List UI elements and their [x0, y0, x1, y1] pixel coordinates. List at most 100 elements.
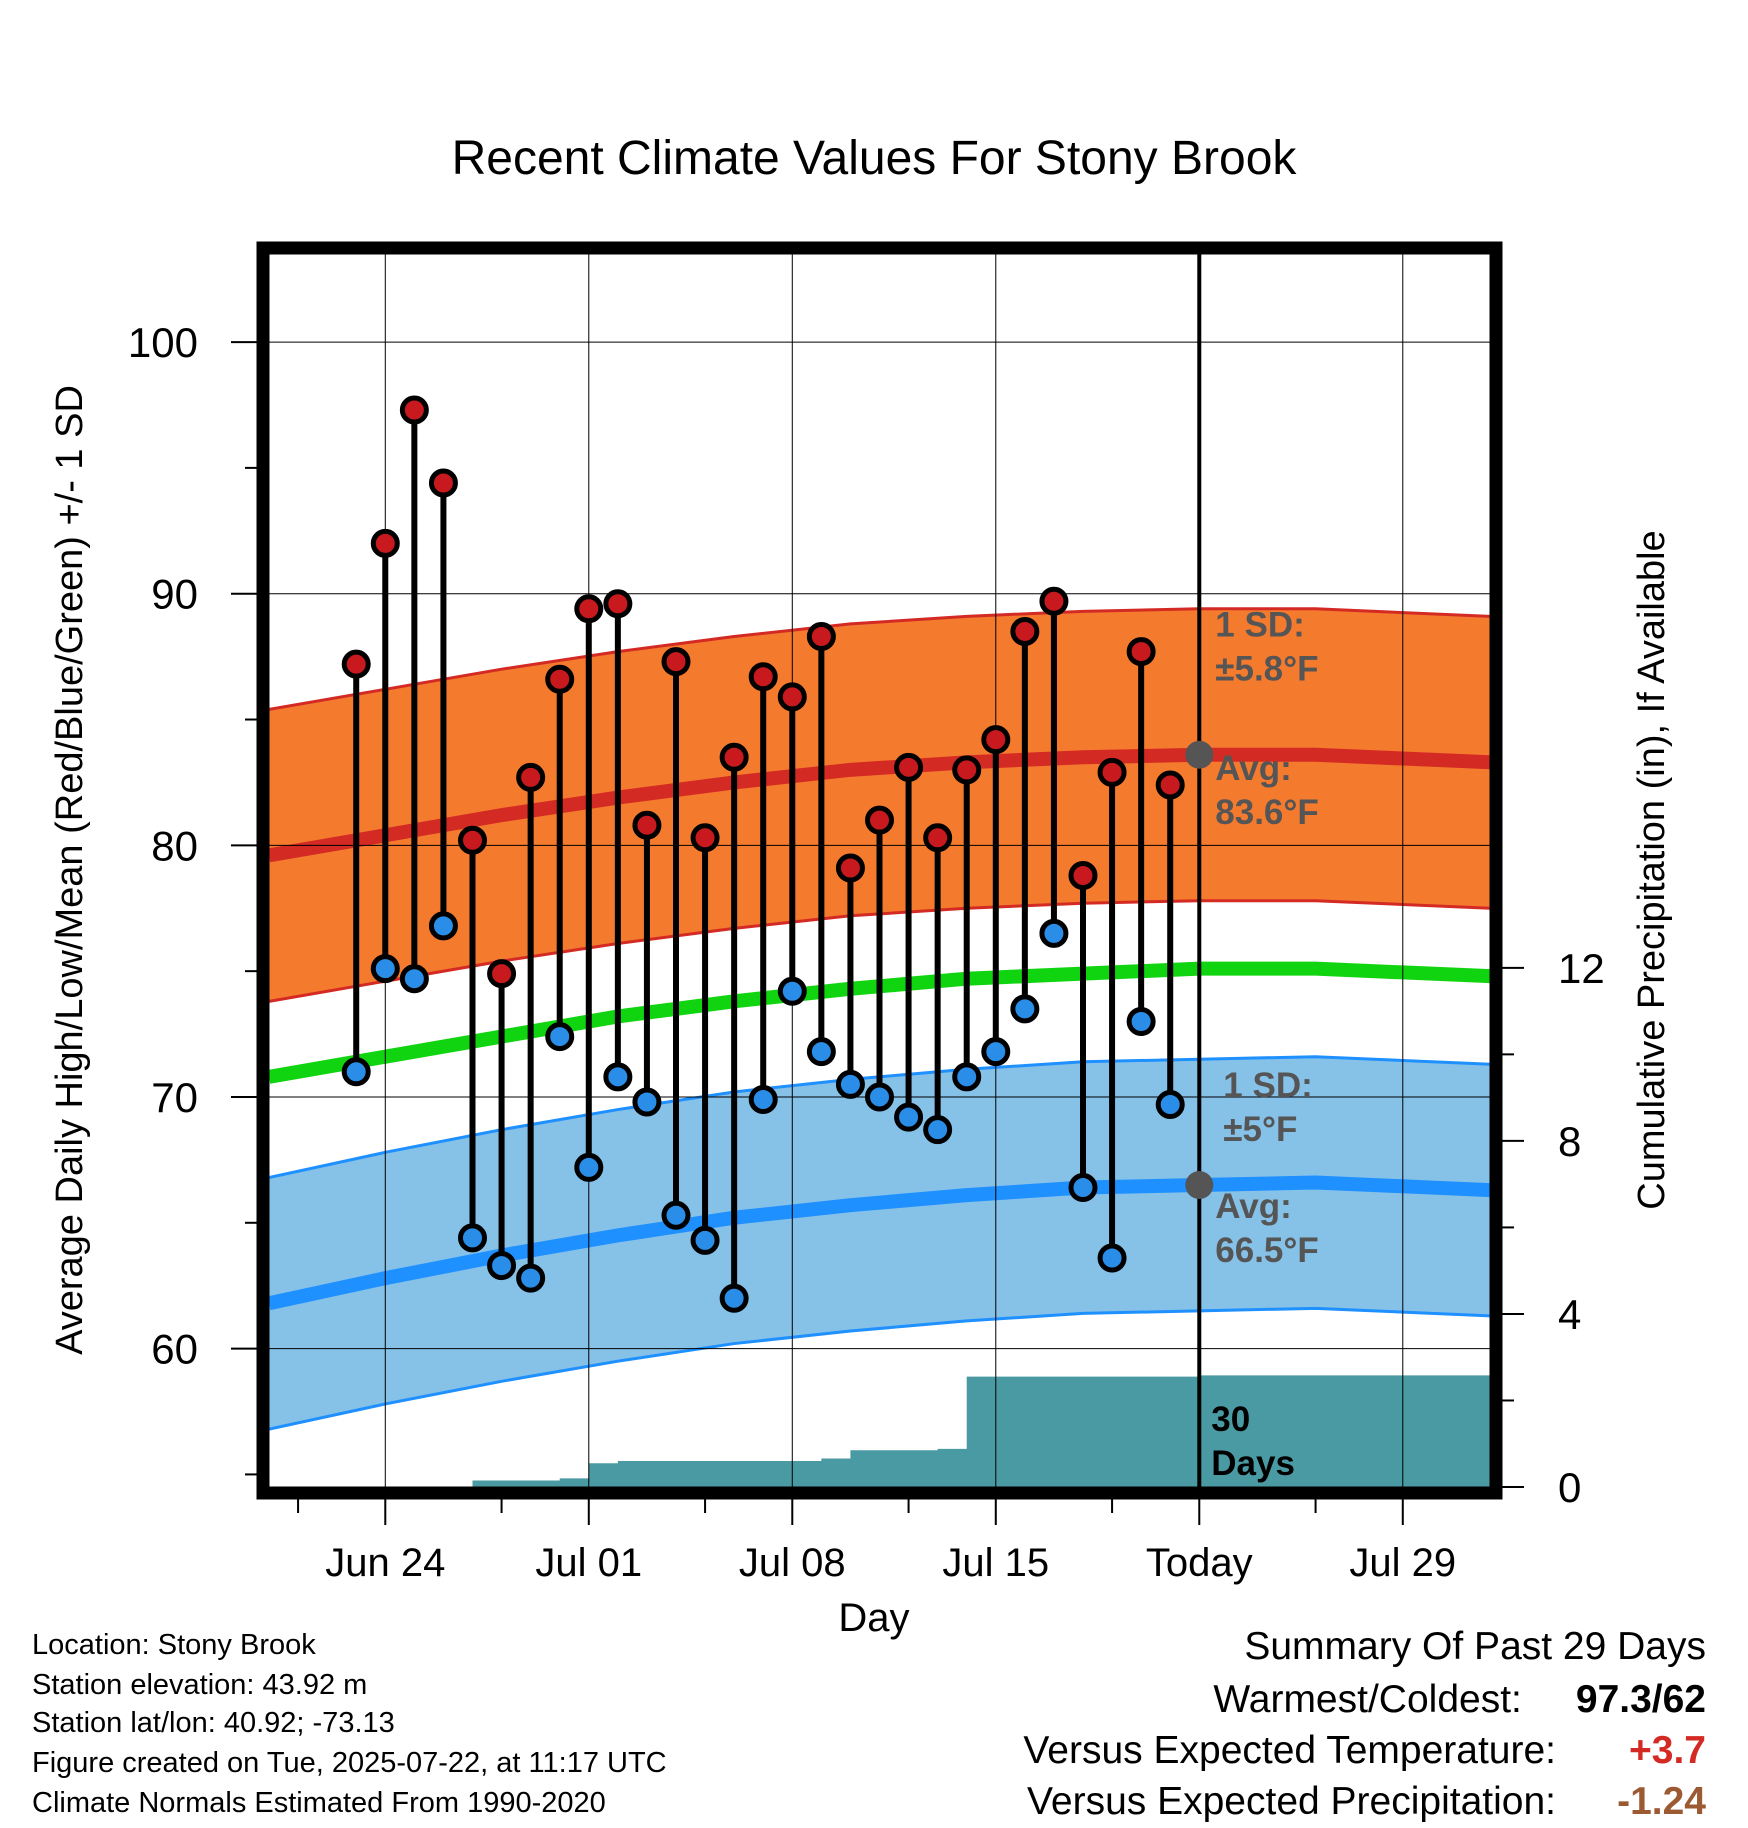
daily-low-point [458, 1223, 487, 1253]
daily-low-point [981, 1037, 1011, 1067]
daily-low-point [894, 1102, 924, 1132]
x-tick-label: Today [1146, 1541, 1253, 1585]
daily-high-point [894, 752, 924, 782]
footer-location: Location: Stony Brook [32, 1629, 316, 1661]
daily-low-point [1126, 1006, 1156, 1036]
daily-high-point [1126, 637, 1156, 667]
coldest-value: /62 [1651, 1678, 1706, 1721]
daily-low-point [719, 1283, 749, 1313]
y2-tick-label: 12 [1558, 945, 1605, 992]
daily-high-point [748, 662, 778, 692]
daily-high-point [545, 664, 575, 694]
daily-low-point [574, 1152, 604, 1182]
daily-low-point [661, 1200, 691, 1230]
chart-title: Recent Climate Values For Stony Brook [452, 132, 1298, 185]
y-tick-label: 70 [151, 1074, 198, 1121]
precip-anomaly-value: -1.24 [1617, 1780, 1706, 1823]
x-tick-label: Jun 24 [325, 1541, 445, 1585]
x-axis-title: Day [838, 1596, 909, 1640]
x-tick-label: Jul 15 [942, 1541, 1049, 1585]
daily-low-point [428, 911, 458, 941]
today-normal-low-marker [1185, 1171, 1214, 1200]
summary-warmest-coldest: Warmest/Coldest: 97.3/62 [1213, 1680, 1706, 1719]
daily-high-point [574, 594, 604, 624]
daily-high-point [458, 825, 487, 855]
daily-low-point [777, 976, 807, 1006]
y2-tick-label: 8 [1558, 1118, 1581, 1165]
y2-tick-label: 4 [1558, 1291, 1581, 1338]
daily-low-point [487, 1251, 517, 1281]
daily-low-point [1068, 1173, 1098, 1203]
high-sd-band-upper-edge [269, 607, 1490, 711]
daily-low-point [748, 1084, 778, 1114]
daily-low-point [923, 1115, 953, 1145]
y-tick-label: 100 [128, 319, 198, 366]
normal-low-line [269, 1175, 1490, 1311]
temp-anomaly-label: Versus Expected Temperature: [1023, 1729, 1556, 1772]
daily-low-point [341, 1057, 371, 1087]
footer-created: Figure created on Tue, 2025-07-22, at 11… [32, 1747, 667, 1779]
footer-latlon: Station lat/lon: 40.92; -73.13 [32, 1707, 395, 1739]
warmest-value: 97.3 [1575, 1678, 1652, 1721]
high-sd-band [269, 608, 1490, 1002]
y-tick-label: 80 [151, 822, 198, 869]
plot-area [269, 254, 1490, 1487]
daily-high-point [865, 805, 894, 835]
warmest-coldest-label: Warmest/Coldest: [1213, 1678, 1522, 1721]
daily-high-point [923, 823, 953, 853]
high-avg-annotation: Avg: 83.6°F [1215, 749, 1319, 832]
daily-low-point [1039, 918, 1069, 948]
daily-high-point [1010, 616, 1040, 646]
period-label: 30 Days [1211, 1400, 1295, 1483]
y-axis-title: Average Daily High/Low/Mean (Red/Blue/Gr… [49, 385, 91, 1355]
daily-high-point [1068, 861, 1098, 891]
footer-normals: Climate Normals Estimated From 1990-2020 [32, 1787, 606, 1819]
daily-low-point [399, 964, 429, 994]
daily-high-point [1155, 770, 1185, 800]
daily-high-point [632, 810, 662, 840]
plot-frame [256, 241, 1503, 1500]
daily-high-point [690, 823, 720, 853]
high-sd-annotation: 1 SD: ±5.8°F [1215, 605, 1318, 688]
low-sd-annotation: 1 SD: ±5°F [1223, 1066, 1312, 1149]
daily-high-point [719, 742, 749, 772]
daily-low-point [952, 1062, 982, 1092]
daily-low-point [370, 954, 400, 984]
daily-low-point [806, 1037, 836, 1067]
daily-low-point [1155, 1090, 1185, 1120]
daily-high-point [777, 682, 807, 712]
x-tick-label: Jul 08 [739, 1541, 846, 1585]
temp-anomaly-value: +3.7 [1629, 1729, 1706, 1772]
daily-low-point [1097, 1243, 1127, 1273]
daily-low-point [865, 1082, 894, 1112]
daily-high-point [952, 755, 982, 785]
today-normal-high-marker [1185, 740, 1214, 769]
daily-low-point [1010, 994, 1040, 1024]
y-tick-label: 90 [151, 571, 198, 618]
x-tick-label: Jul 01 [535, 1541, 642, 1585]
daily-low-point [690, 1225, 720, 1255]
low-avg-annotation: Avg: 66.5°F [1215, 1187, 1319, 1270]
x-tick-label: Jul 29 [1349, 1541, 1456, 1585]
warmest-coldest-value: 97.3/62 [1576, 1680, 1706, 1719]
daily-low-point [603, 1062, 633, 1092]
daily-high-point [1039, 586, 1069, 616]
footer-elevation: Station elevation: 43.92 m [32, 1669, 368, 1701]
daily-low-point [516, 1263, 546, 1293]
y2-axis-title: Cumulative Precipitation (in), If Availa… [1631, 530, 1673, 1209]
daily-high-point [370, 528, 400, 558]
daily-high-point [516, 762, 546, 792]
low-sd-band-lower-edge [269, 1306, 1490, 1431]
daily-low-point [632, 1087, 662, 1117]
low-sd-band [269, 1056, 1490, 1430]
summary-title-text: Summary Of Past 29 Days [1244, 1625, 1706, 1668]
y-tick-label: 60 [151, 1326, 198, 1373]
precip-area [269, 1375, 1490, 1487]
precip-anomaly-label: Versus Expected Precipitation: [1027, 1780, 1556, 1823]
daily-high-point [835, 853, 865, 883]
summary-precipitation: Versus Expected Precipitation: -1.24 [1027, 1782, 1706, 1821]
daily-high-point [428, 468, 458, 498]
daily-high-point [981, 725, 1011, 755]
y2-tick-label: 0 [1558, 1464, 1581, 1511]
